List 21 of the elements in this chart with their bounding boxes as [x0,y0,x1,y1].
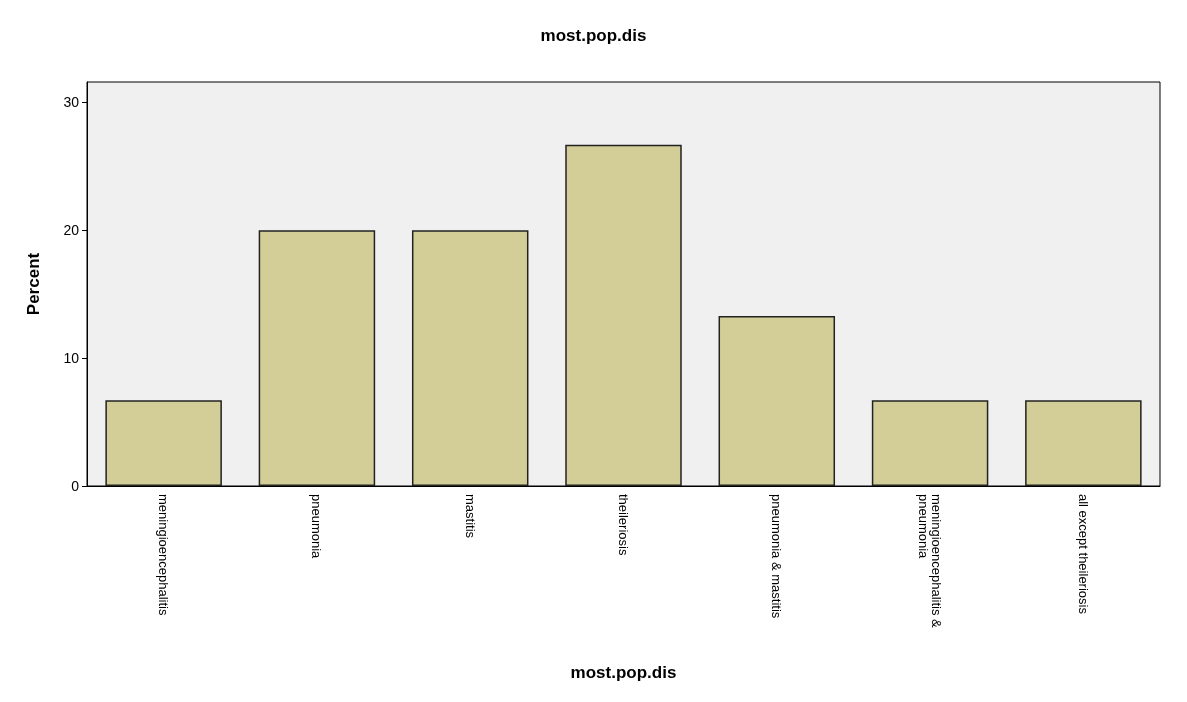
y-tick-label: 10 [63,350,80,367]
y-tick-label: 20 [63,222,80,239]
x-axis-title: most.pop.dis [570,663,677,682]
x-tick-label: all except theileriosis [1075,494,1091,615]
bar [718,315,836,486]
chart-title: most.pop.dis [540,26,647,45]
bar [411,230,529,486]
x-tick-label: pneumonia [309,494,325,560]
bar [1025,400,1142,486]
x-tick-label: pneumonia & mastitis [769,494,785,619]
y-tick-label: 30 [63,94,80,111]
bar [105,400,222,486]
bar [871,400,989,486]
x-tick-label: meningioencephalitis & pneumonia [916,494,945,632]
x-tick-label: meningioencephalitis [156,494,172,616]
bar [565,144,682,486]
bar [258,230,376,486]
x-tick-label: mastitis [462,494,478,539]
x-tick-label: theileriosis [616,494,631,556]
y-axis-title: Percent [24,252,43,316]
y-tick-label: 0 [71,478,80,494]
